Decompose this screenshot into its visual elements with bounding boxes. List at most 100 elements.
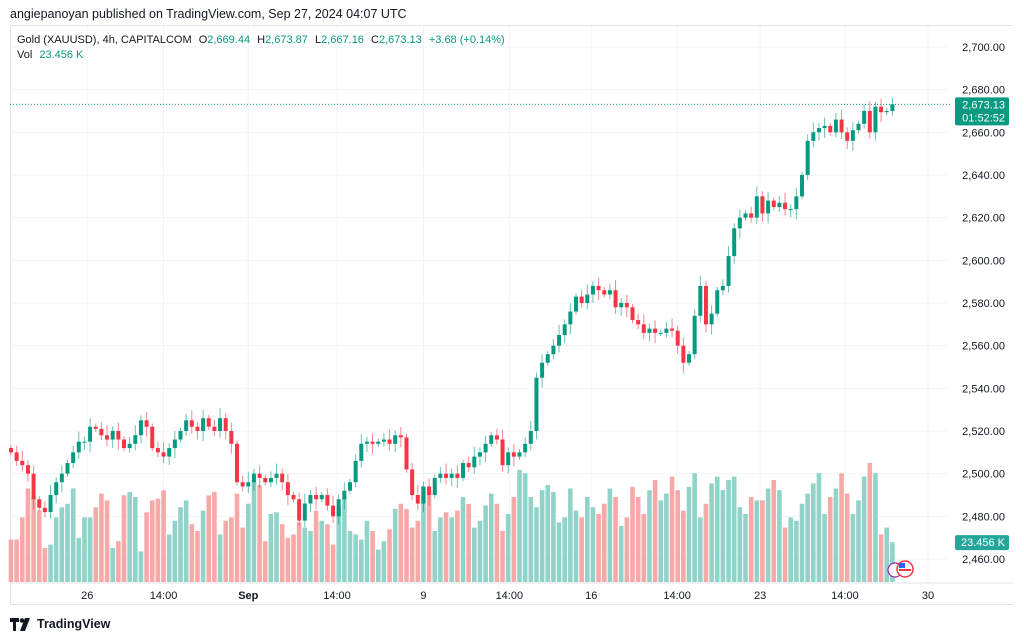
symbol-title[interactable]: Gold (XAUUSD), 4h, CAPITALCOM: [17, 34, 192, 46]
volume-bar: [466, 503, 471, 582]
volume-bar: [110, 548, 115, 582]
volume-bar: [635, 497, 641, 582]
candle-body: [613, 290, 618, 308]
volume-bar: [765, 488, 771, 582]
volume-bar: [630, 486, 635, 582]
x-tick-label: 9: [420, 590, 426, 602]
candle-body: [455, 473, 460, 478]
volume-bar: [585, 497, 590, 582]
volume-bar: [596, 514, 601, 582]
volume-bar: [884, 527, 890, 582]
volume-bar: [788, 517, 793, 582]
candle-body: [884, 111, 889, 113]
volume-bar: [652, 480, 658, 582]
volume-bar: [421, 486, 426, 582]
volume-bar: [511, 497, 517, 582]
candle-body: [754, 196, 759, 218]
candle-body: [82, 441, 87, 443]
volume-bar: [455, 510, 460, 582]
y-tick-label: 2,500.00: [962, 469, 1005, 481]
candle-body: [421, 486, 426, 504]
candle-body: [647, 328, 652, 333]
volume-bar: [714, 476, 720, 582]
volume-bar: [398, 503, 404, 582]
candle-body: [144, 420, 149, 427]
price-axis[interactable]: 2,700.00 2,680.00 2,660.00 2,640.00 2,620.00…: [962, 42, 1005, 566]
candle-body: [766, 200, 771, 214]
candle-body: [726, 256, 731, 286]
candle-body: [472, 456, 477, 468]
y-tick-label: 2,560.00: [962, 341, 1005, 353]
volume-bar: [878, 534, 884, 582]
volume-bar: [483, 505, 488, 582]
volume-bar: [647, 490, 652, 582]
volume-bar: [229, 517, 234, 582]
candle-body: [630, 307, 635, 321]
y-tick-label: 2,620.00: [962, 213, 1005, 225]
candle-body: [410, 469, 415, 495]
candle-body: [398, 435, 403, 438]
candle-body: [619, 303, 624, 308]
candle-body: [274, 473, 279, 478]
volume-bar: [833, 488, 839, 582]
x-tick-label: 26: [81, 590, 93, 602]
volume-bar: [839, 473, 844, 582]
open-label: O: [198, 34, 208, 46]
candle-body: [890, 104, 895, 111]
volume-bar: [251, 480, 257, 582]
candle-body: [20, 460, 25, 466]
volume-bar: [330, 544, 336, 582]
volume-bar: [890, 542, 895, 582]
volume-bar: [545, 485, 551, 582]
y-tick-label: 2,640.00: [962, 170, 1005, 182]
volume-bar: [217, 534, 223, 582]
candles: [9, 97, 895, 528]
volume-bar: [698, 517, 703, 582]
volume-bar: [669, 476, 675, 582]
candle-body: [862, 111, 867, 124]
grid: [10, 26, 1013, 584]
candle-body: [393, 435, 398, 444]
volume-bar: [392, 508, 398, 582]
candle-body: [376, 441, 381, 444]
volume-bar: [59, 507, 65, 582]
time-axis[interactable]: 26 14:00 Sep 14:00 9 14:00 16 14:00 23 14:00 30: [81, 590, 934, 602]
volume-bar: [743, 514, 748, 582]
y-tick-label: 2,480.00: [962, 511, 1005, 523]
volume-bar: [641, 514, 647, 582]
volume-bar: [664, 493, 669, 582]
y-tick-label: 2,600.00: [962, 255, 1005, 267]
volume-bar: [477, 520, 483, 582]
volume-bar: [782, 527, 788, 582]
candle-body: [500, 439, 505, 466]
volume-bar: [494, 503, 500, 582]
candle-body: [319, 495, 324, 500]
candle-body: [37, 499, 42, 508]
volume-bars: [8, 463, 895, 582]
low-value: 2,667.16: [321, 34, 364, 46]
high-label: H: [257, 34, 266, 46]
volume-bar: [342, 497, 347, 582]
volume-bar: [370, 531, 375, 582]
x-tick-label: 16: [585, 590, 597, 602]
volume-bar: [777, 490, 782, 582]
candle-body: [246, 482, 251, 487]
candle-body: [477, 452, 482, 457]
volume-bar: [844, 493, 850, 582]
volume-bar: [20, 517, 25, 582]
candle-body: [540, 362, 545, 378]
volume-bar: [274, 512, 279, 582]
tradingview-footer[interactable]: TradingView: [10, 617, 110, 631]
flag-stripe: [899, 569, 911, 571]
last-price-text: 2,673.13: [962, 99, 1005, 111]
volume-bar: [426, 490, 432, 582]
volume-bar: [42, 548, 48, 582]
volume-bar: [104, 500, 110, 582]
volume-bar: [53, 517, 59, 582]
volume-bar: [302, 527, 308, 582]
volume-bar: [686, 486, 692, 582]
low-label: L: [314, 34, 322, 46]
volume-bar: [285, 537, 291, 582]
candle-body: [557, 335, 562, 346]
